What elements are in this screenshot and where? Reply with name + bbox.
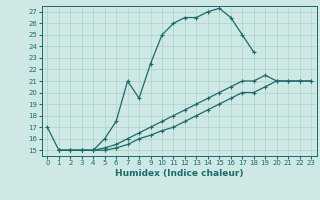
X-axis label: Humidex (Indice chaleur): Humidex (Indice chaleur) xyxy=(115,169,244,178)
